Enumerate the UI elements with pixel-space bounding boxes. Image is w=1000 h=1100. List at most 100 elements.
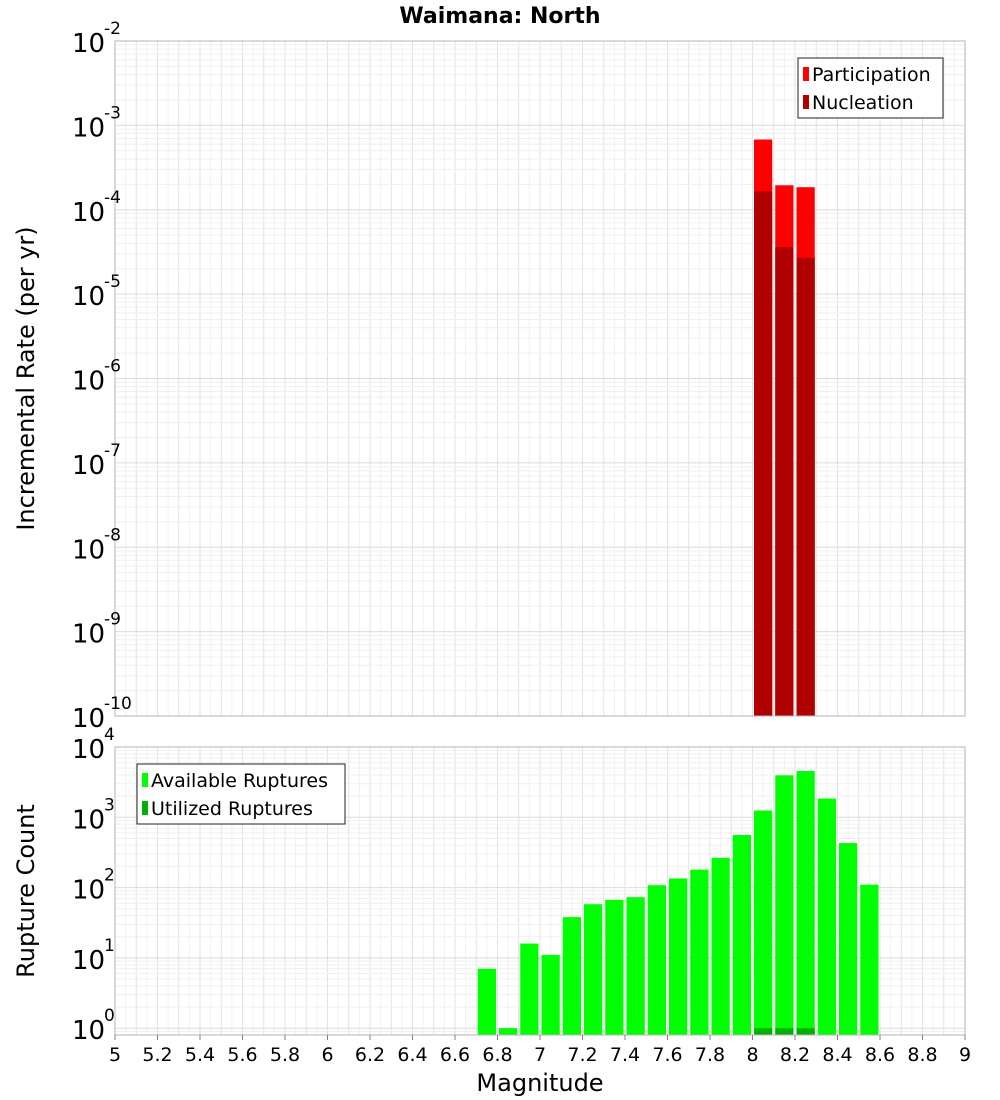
count-y-axis-label: Rupture Count [12, 804, 40, 978]
rate-y-tick-label: 10 [72, 113, 105, 143]
count-bar-series0 [626, 897, 645, 1035]
count-bar-series0 [541, 954, 560, 1035]
rate-y-tick-label: 10 [72, 451, 105, 481]
x-tick-label: 5.4 [185, 1044, 215, 1066]
count-legend: Available Ruptures Utilized Ruptures [136, 763, 346, 825]
count-y-tick-exponent: 3 [104, 795, 115, 815]
count-y-tick-label: 10 [72, 735, 105, 765]
rate-legend-label: Participation [812, 64, 931, 86]
count-y-tick-exponent: 4 [104, 725, 115, 745]
count-bar-series0 [732, 834, 751, 1035]
count-y-tick-exponent: 0 [104, 1006, 115, 1026]
rate-legend: Participation Nucleation [797, 57, 944, 119]
count-legend-swatch [142, 801, 148, 815]
x-tick-label: 7.4 [610, 1044, 640, 1066]
rate-y-tick-exponent: -8 [104, 525, 121, 545]
count-bar-series0 [499, 1028, 518, 1035]
count-y-tick-label: 10 [72, 805, 105, 835]
x-tick-label: 6.2 [355, 1044, 385, 1066]
rate-y-tick-label: 10 [72, 198, 105, 228]
count-y-tick-exponent: 2 [104, 866, 115, 886]
count-bar-series0 [520, 943, 539, 1035]
x-tick-label: 9 [959, 1044, 971, 1066]
rate-y-tick-exponent: -9 [104, 610, 121, 630]
count-bar-series0 [669, 878, 688, 1035]
x-tick-label: 8 [746, 1044, 758, 1066]
rate-bar-series1 [754, 191, 773, 717]
x-tick-label: 7 [534, 1044, 546, 1066]
x-tick-label: 7.6 [652, 1044, 682, 1066]
rate-y-tick-label: 10 [72, 29, 105, 59]
rate-y-tick-exponent: -2 [104, 19, 121, 39]
count-bar-series0 [562, 917, 581, 1035]
count-legend-box [136, 763, 346, 825]
rate-y-tick-label: 10 [72, 367, 105, 397]
x-tick-label: 6 [321, 1044, 333, 1066]
rate-legend-swatch [803, 67, 809, 81]
chart-title: Waimana: North [399, 4, 600, 29]
count-legend-swatch [142, 773, 148, 787]
count-bar-series0 [754, 810, 773, 1035]
x-tick-label: 5.8 [270, 1044, 300, 1066]
count-y-tick-label: 10 [72, 876, 105, 906]
count-bar-series1 [796, 1028, 815, 1035]
x-tick-label: 8.8 [907, 1044, 937, 1066]
count-bar-series0 [647, 885, 666, 1035]
x-tick-label: 8.2 [780, 1044, 810, 1066]
rate-grid [114, 40, 966, 717]
rate-bar-series1 [796, 257, 815, 716]
count-bar-series0 [477, 968, 496, 1035]
count-y-tick-label: 10 [72, 946, 105, 976]
x-tick-label: 8.4 [822, 1044, 852, 1066]
x-tick-label: 5.6 [227, 1044, 257, 1066]
rate-y-tick-exponent: -3 [104, 103, 121, 123]
rate-y-tick-exponent: -5 [104, 272, 121, 292]
rate-plot-frame [114, 40, 966, 717]
count-bar-series0 [775, 775, 794, 1035]
count-bar-series0 [690, 869, 709, 1035]
count-bar-series1 [775, 1028, 794, 1035]
rate-y-tick-exponent: -10 [104, 694, 132, 714]
rate-y-tick-exponent: -7 [104, 441, 121, 461]
count-bar-series0 [817, 798, 836, 1035]
rate-legend-swatch [803, 95, 809, 109]
x-tick-label: 7.2 [567, 1044, 597, 1066]
count-bar-series0 [839, 843, 858, 1035]
count-bar-series0 [711, 857, 730, 1035]
count-bar-series0 [584, 904, 603, 1035]
count-y-tick-label: 10 [72, 1016, 105, 1046]
count-bar-series0 [796, 771, 815, 1035]
x-tick-label: 6.8 [482, 1044, 512, 1066]
rate-legend-box [797, 57, 944, 119]
rate-y-tick-exponent: -6 [104, 357, 121, 377]
count-bar-series0 [605, 899, 624, 1035]
count-legend-label: Available Ruptures [151, 770, 328, 792]
rate-y-tick-label: 10 [72, 535, 105, 565]
rate-y-axis-label: Incremental Rate (per yr) [12, 226, 40, 530]
rate-bars [754, 139, 815, 717]
x-tick-label: 6.4 [397, 1044, 427, 1066]
rate-legend-label: Nucleation [812, 92, 914, 114]
x-tick-label: 5.2 [142, 1044, 172, 1066]
x-tick-label: 7.8 [695, 1044, 725, 1066]
count-bars [477, 771, 879, 1035]
count-legend-label: Utilized Ruptures [151, 798, 313, 820]
x-tick-label: 5 [109, 1044, 121, 1066]
rate-y-tick-exponent: -4 [104, 188, 121, 208]
x-tick-label: 6.6 [440, 1044, 470, 1066]
x-tick-label: 8.6 [865, 1044, 895, 1066]
magnitude-x-ticks: 5 5.2 5.4 5.6 5.8 6 6.2 6.4 6.6 6.8 7 7.2 7.4 7.6 7.8 8… [109, 1035, 971, 1066]
rate-bar-series1 [775, 247, 794, 716]
count-bar-series1 [754, 1028, 773, 1035]
x-axis-label: Magnitude [476, 1069, 603, 1097]
count-bar-series0 [860, 884, 879, 1035]
rate-y-tick-label: 10 [72, 620, 105, 650]
count-y-tick-exponent: 1 [104, 936, 115, 956]
rate-y-tick-label: 10 [72, 282, 105, 312]
